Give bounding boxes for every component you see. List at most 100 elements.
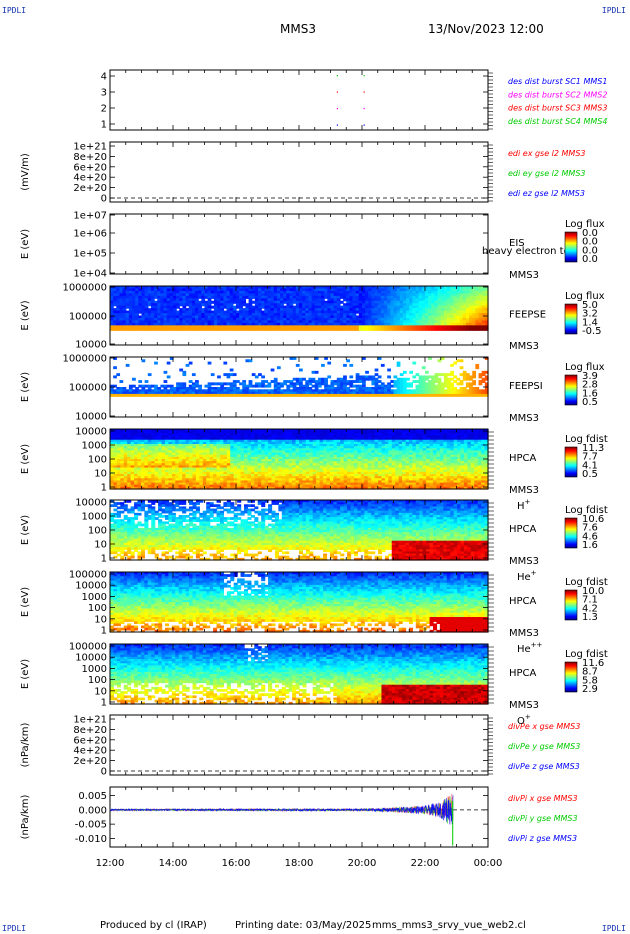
heat-cell (374, 310, 379, 314)
heat-cell (406, 288, 410, 292)
heat-cell (195, 393, 199, 397)
heat-cell (362, 375, 366, 379)
heat-cell (182, 303, 187, 307)
heat-cell (396, 363, 401, 367)
heat-cell (280, 308, 284, 312)
heat-cell (239, 322, 243, 326)
heat-cell (406, 305, 410, 309)
heat-cell (311, 320, 316, 324)
heat-cell (362, 322, 366, 326)
heat-cell (248, 322, 253, 326)
heat-cell (191, 305, 196, 309)
heat-cell (292, 313, 297, 317)
heat-cell (261, 313, 265, 317)
heat-cell (384, 317, 388, 322)
heat-cell (396, 305, 401, 309)
heat-cell (314, 320, 319, 324)
heat-cell (176, 295, 180, 299)
heat-cell (191, 288, 196, 292)
heat-cell (390, 293, 395, 297)
colorbar-tick-label: 0.0 (582, 237, 598, 248)
heat-cell (154, 315, 158, 319)
heat-cell (232, 315, 237, 319)
heat-cell (409, 391, 413, 395)
heat-cell (447, 373, 451, 377)
heat-cell (437, 322, 442, 326)
heat-cell (406, 303, 410, 307)
heat-cell (478, 286, 483, 290)
heat-cell (321, 320, 325, 324)
heat-cell (273, 327, 278, 331)
heat-cell (374, 298, 379, 302)
heat-cell (402, 377, 407, 381)
heat-cell (195, 310, 199, 314)
heat-cell (220, 288, 224, 292)
heat-cell (128, 325, 133, 329)
heat-cell (475, 310, 480, 314)
heat-cell (283, 290, 287, 294)
heat-cell (324, 286, 328, 290)
heat-cell (352, 393, 357, 397)
heat-cell (273, 391, 278, 395)
heat-cell (330, 290, 335, 294)
heat-cell (188, 393, 193, 397)
heat-cell (232, 290, 237, 294)
heat-cell (418, 288, 423, 292)
heat-cell (163, 393, 168, 397)
heat-cell (191, 391, 196, 395)
heat-cell (267, 290, 272, 294)
heat-cell (393, 303, 398, 307)
heat-cell (396, 300, 401, 304)
y-tick-label: 2e+20 (73, 756, 107, 767)
heat-cell (365, 393, 369, 397)
heat-cell (402, 315, 407, 319)
heat-cell (239, 382, 243, 386)
heat-cell (431, 377, 436, 381)
heat-cell (362, 325, 366, 329)
y-tick-label: 1e+04 (73, 269, 107, 280)
heat-cell (213, 317, 218, 322)
heat-cell (188, 290, 193, 294)
heat-cell (447, 305, 451, 309)
heat-cell (292, 377, 297, 381)
heat-cell (210, 382, 215, 386)
heat-cell (311, 288, 316, 292)
heat-cell (349, 290, 354, 294)
heat-cell (415, 295, 420, 299)
heat-cell (185, 295, 190, 299)
heat-cell (217, 300, 221, 304)
heat-cell (317, 327, 322, 331)
heat-cell (217, 293, 221, 297)
heat-cell (380, 322, 385, 326)
heat-cell (336, 391, 341, 395)
heat-cell (399, 382, 404, 386)
heat-cell (469, 286, 473, 290)
heat-cell (371, 387, 376, 390)
heat-cell (431, 387, 436, 390)
heat-cell (166, 393, 171, 397)
heat-cell (418, 375, 423, 379)
heat-cell (251, 322, 256, 326)
heat-cell (333, 317, 338, 322)
heat-cell (276, 387, 281, 390)
heat-cell (236, 295, 240, 299)
heat-cell (352, 295, 357, 299)
heat-cell (273, 380, 278, 383)
heat-cell (280, 389, 284, 393)
heat-cell (295, 380, 300, 383)
heat-cell (283, 310, 287, 314)
heat-cell (393, 298, 398, 302)
heat-cell (144, 290, 149, 294)
heat-cell (220, 384, 224, 388)
heat-cell (210, 325, 215, 329)
heat-cell (311, 322, 316, 326)
heat-cell (110, 315, 114, 319)
heat-cell (333, 380, 338, 383)
feepsi-spectrogram (110, 357, 489, 397)
heat-cell (371, 298, 376, 302)
heat-cell (229, 322, 234, 326)
heat-cell (469, 290, 473, 294)
heat-cell (352, 322, 357, 326)
heat-cell (198, 393, 202, 397)
heat-cell (368, 308, 373, 312)
